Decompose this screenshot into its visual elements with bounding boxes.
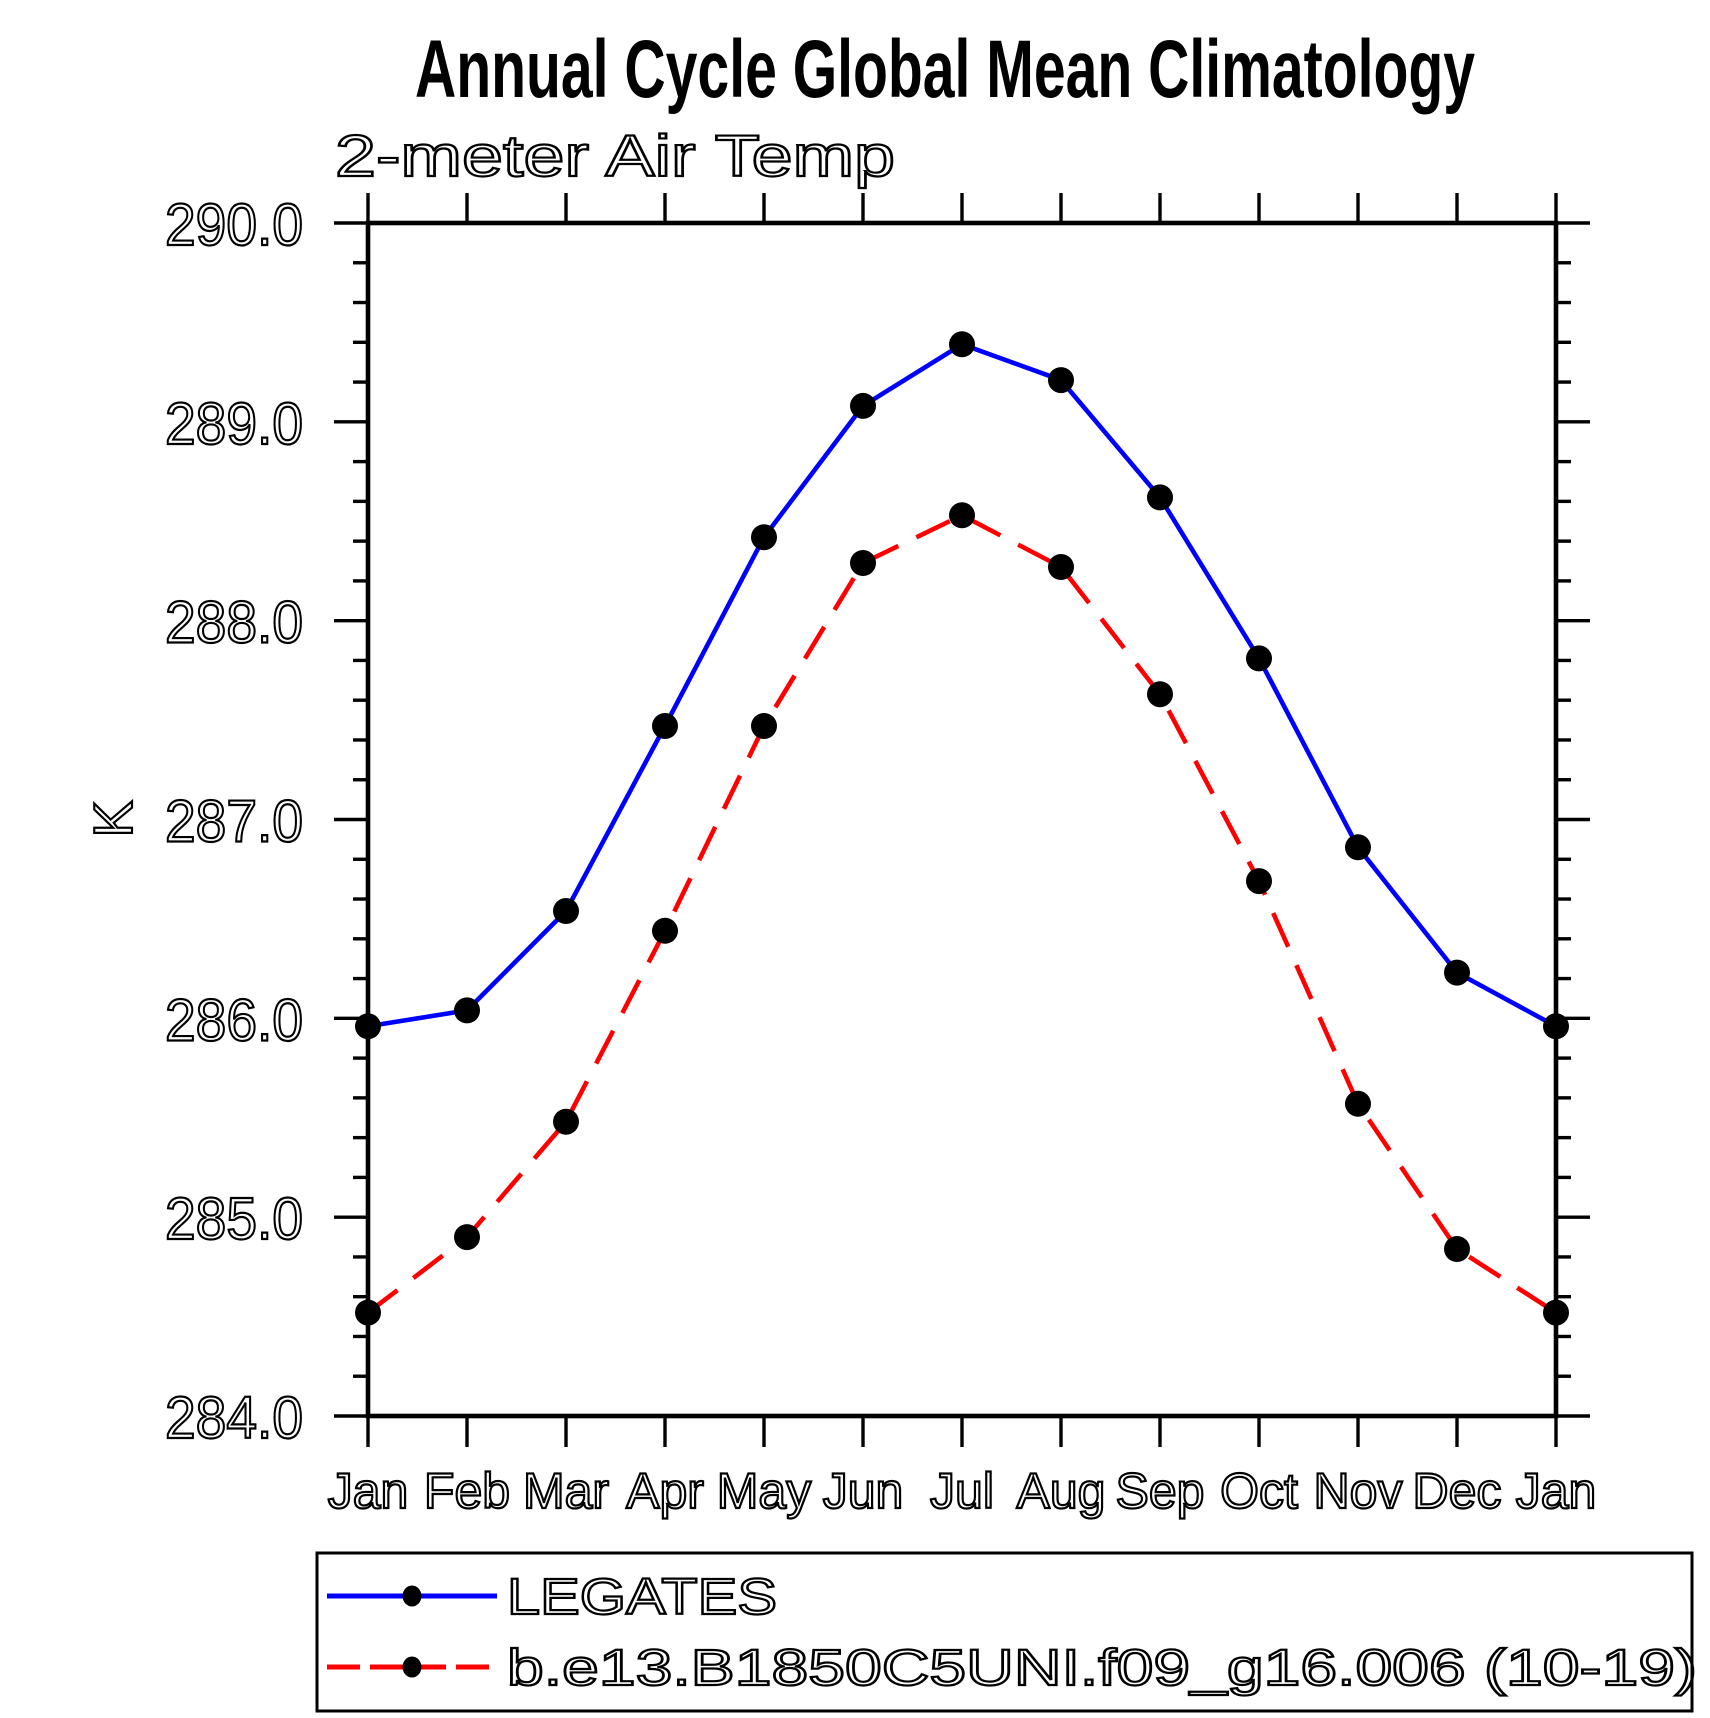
x-tick-label: Jun [823, 1463, 904, 1519]
y-tick-label: 289.0 [165, 391, 303, 457]
data-point-marker [1543, 1013, 1569, 1040]
series-line [366, 512, 1558, 1315]
x-tick-label: Feb [424, 1463, 510, 1519]
data-point-marker [751, 524, 777, 551]
x-tick-label: Oct [1220, 1463, 1298, 1519]
y-tick-label: 287.0 [165, 789, 303, 855]
legend-marker-model [402, 1656, 422, 1678]
data-point-marker [454, 997, 480, 1024]
data-point-marker [1444, 959, 1470, 986]
x-tick-labels: Jan Feb Mar Apr May Jun Jul Aug Sep Oct Nov Dec Jan [327, 1462, 1598, 1520]
chart-subtitle: 2-meter Air Temp [335, 124, 895, 189]
x-tick-label: Jan [328, 1463, 409, 1519]
x-tick-label: Mar [523, 1463, 609, 1519]
data-point-marker [1345, 1090, 1371, 1117]
data-point-marker [454, 1224, 480, 1251]
x-tick-label: Aug [1017, 1463, 1106, 1519]
data-point-marker [1444, 1236, 1470, 1262]
legend-label-legates: LEGATES [507, 1568, 777, 1625]
y-tick-label: 288.0 [165, 590, 303, 656]
series-line [367, 341, 1558, 1029]
data-point-marker [751, 713, 777, 739]
data-point-marker [1345, 834, 1371, 861]
y-tick-labels: 290.0 289.0 288.0 287.0 286.0 285.0 284.0 [164, 191, 304, 1452]
chart-title: Annual Cycle Global Mean Climatology [415, 24, 1475, 115]
data-point-marker [1147, 484, 1173, 511]
x-tick-label: Nov [1314, 1463, 1403, 1519]
data-point-marker [553, 898, 579, 924]
data-point-marker [949, 331, 975, 358]
data-point-marker [949, 502, 975, 529]
data-point-marker [652, 917, 678, 944]
y-axis-ticks [334, 221, 1590, 1418]
data-point-marker [850, 392, 876, 419]
series-model [355, 502, 1569, 1326]
x-tick-label: Jan [1516, 1463, 1597, 1519]
data-point-marker [1543, 1299, 1569, 1326]
legend-label-model: b.e13.B1850C5UNI.f09_g16.006 (10-19) [507, 1639, 1697, 1696]
data-point-marker [355, 1299, 381, 1326]
y-tick-label: 286.0 [165, 987, 303, 1053]
x-tick-label: Sep [1116, 1463, 1205, 1519]
plot-frame [365, 220, 1559, 1419]
x-tick-label: Jul [930, 1463, 994, 1519]
legend-marker-legates [402, 1585, 422, 1607]
legend-box [315, 1551, 1694, 1713]
data-series [355, 331, 1569, 1326]
x-axis-ticks [366, 193, 1558, 1447]
y-tick-label: 284.0 [165, 1385, 303, 1451]
data-point-marker [355, 1013, 381, 1040]
y-tick-label: 285.0 [165, 1186, 303, 1252]
data-point-marker [1246, 868, 1272, 895]
x-tick-label: Apr [626, 1463, 704, 1519]
data-point-marker [1048, 367, 1074, 394]
data-point-marker [553, 1108, 579, 1135]
data-point-marker [1147, 681, 1173, 708]
y-axis-label: K [82, 800, 144, 837]
x-tick-label: Dec [1413, 1463, 1502, 1519]
data-point-marker [1246, 645, 1272, 672]
data-point-marker [1048, 554, 1074, 580]
x-tick-label: May [717, 1463, 811, 1519]
data-point-marker [652, 713, 678, 739]
data-point-marker [850, 550, 876, 576]
series-legates [355, 331, 1569, 1040]
y-tick-label: 290.0 [165, 192, 303, 258]
legend: LEGATES b.e13.B1850C5UNI.f09_g16.006 (10… [315, 1551, 1698, 1713]
